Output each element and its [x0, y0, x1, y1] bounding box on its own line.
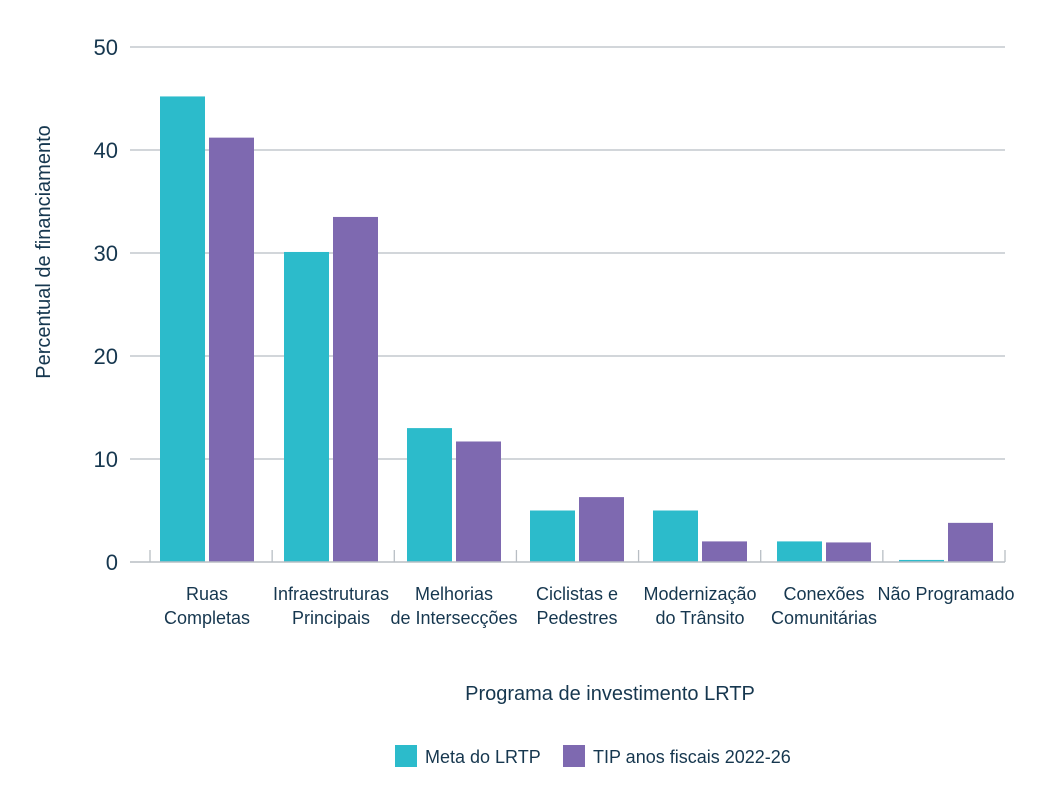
y-tick-label: 10	[94, 447, 118, 472]
legend-label: TIP anos fiscais 2022-26	[593, 747, 791, 767]
gridlines	[130, 46, 1005, 460]
y-axis-title: Percentual de financiamento	[33, 125, 55, 379]
bar-meta-lrtp	[777, 541, 822, 562]
bar-tip	[826, 542, 871, 562]
bar-tip	[456, 441, 501, 562]
legend-label: Meta do LRTP	[425, 747, 541, 767]
y-tick-label: 40	[94, 138, 118, 163]
legend: Meta do LRTP TIP anos fiscais 2022-26	[395, 745, 791, 767]
y-tick-label: 30	[94, 241, 118, 266]
x-axis	[130, 550, 1006, 563]
legend-swatch	[563, 745, 585, 767]
category-labels: Ruas Completas Infraestruturas PrincipaisMe…	[164, 584, 1015, 628]
bar-meta-lrtp	[407, 428, 452, 562]
bar-tip	[702, 541, 747, 562]
bar-meta-lrtp	[653, 510, 698, 562]
y-tick-label: 0	[106, 550, 118, 575]
category-label: Melhorias de Intersecções	[390, 584, 517, 628]
bar-meta-lrtp	[530, 510, 575, 562]
bars	[160, 96, 993, 562]
legend-swatch	[395, 745, 417, 767]
category-label: Ciclistas e Pedestres	[536, 584, 618, 628]
x-axis-title: Programa de investimento LRTP	[465, 683, 755, 705]
y-tick-label: 20	[94, 344, 118, 369]
bar-meta-lrtp	[284, 251, 329, 562]
bar-meta-lrtp	[160, 96, 205, 562]
bar-tip	[579, 497, 624, 562]
bar-tip	[948, 522, 993, 562]
category-label: Conexões Comunitárias	[771, 584, 877, 628]
y-axis-ticks: 0 10 20 30 40 50	[94, 35, 118, 575]
category-label: Não Programado	[877, 584, 1014, 604]
bar-tip	[333, 216, 378, 562]
category-label: Infraestruturas Principais	[273, 584, 389, 628]
y-tick-label: 50	[94, 35, 118, 60]
bar-tip	[209, 137, 254, 562]
bar-meta-lrtp	[899, 559, 944, 562]
category-label: Modernização do Trânsito	[643, 584, 756, 628]
category-label: Ruas Completas	[164, 584, 250, 628]
